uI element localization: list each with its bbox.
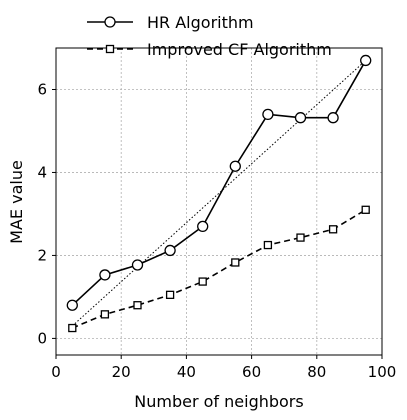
x-tick-label: 60 [242, 363, 261, 381]
grid-layer [55, 48, 383, 355]
x-tick-label: 0 [51, 363, 61, 381]
series-line-1 [71, 60, 367, 306]
x-axis-label: Number of neighbors [134, 392, 303, 411]
data-point-square [263, 240, 273, 250]
y-tick-label: 4 [37, 163, 47, 181]
data-point-square [361, 205, 370, 214]
legend-label-1: HR Algorithm [147, 13, 254, 32]
series-layer [66, 54, 372, 333]
y-tick-label: 6 [37, 80, 47, 98]
y-tick-label: 0 [37, 329, 47, 347]
data-point-circle [294, 112, 307, 124]
legend-marker-circle [104, 16, 116, 28]
data-point-square [296, 233, 305, 242]
legend-marker-square [105, 44, 115, 54]
data-point-circle [262, 108, 274, 121]
data-point-circle [66, 299, 78, 311]
y-axis-label: MAE value [7, 160, 26, 244]
data-point-circle [229, 160, 241, 172]
data-point-square [328, 225, 338, 234]
legend: HR Algorithm Improved CF Algorithm [87, 13, 332, 59]
data-point-square [100, 310, 110, 319]
legend-label-2: Improved CF Algorithm [147, 40, 332, 59]
x-tick-label: 100 [368, 363, 397, 381]
data-point-square [231, 258, 240, 267]
data-point-circle [131, 259, 144, 271]
trend-line [71, 60, 367, 327]
trend-layer [71, 60, 367, 327]
data-point-circle [164, 244, 176, 257]
ticks-layer: 0 20 40 60 80 100 0 2 4 6 [37, 80, 396, 381]
series-line-2 [71, 209, 367, 329]
x-tick-label: 40 [177, 363, 196, 381]
y-tick-label: 2 [37, 246, 47, 264]
data-point-circle [99, 269, 111, 281]
data-point-square [68, 323, 77, 333]
x-tick-label: 80 [307, 363, 326, 381]
x-tick-label: 20 [112, 363, 131, 381]
data-point-circle [197, 220, 209, 233]
data-point-circle [360, 54, 372, 67]
data-point-square [133, 301, 142, 310]
data-point-square [165, 290, 175, 299]
data-point-square [198, 277, 207, 286]
data-point-circle [327, 112, 339, 124]
plot-frame [55, 47, 383, 356]
